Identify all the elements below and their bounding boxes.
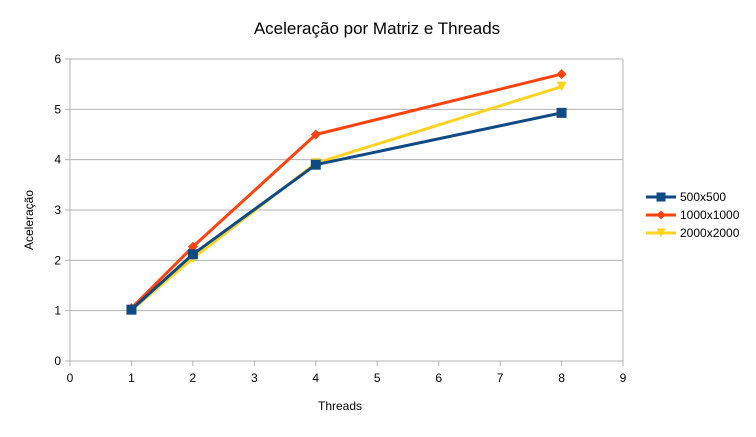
x-tick-label: 4: [312, 371, 319, 385]
x-tick-label: 1: [128, 371, 135, 385]
data-point-500x500: [126, 304, 137, 315]
data-point-1000x1000: [187, 241, 198, 252]
x-tick-label: 0: [67, 371, 74, 385]
chart-title: Aceleração por Matriz e Threads: [254, 19, 500, 38]
y-tick-label: 2: [54, 253, 61, 267]
x-tick-label: 9: [620, 371, 627, 385]
legend-entry-1000x1000: 1000x1000: [646, 208, 740, 222]
x-tick-label: 7: [497, 371, 504, 385]
y-tick-label: 0: [54, 354, 61, 368]
legend-marker: [656, 210, 666, 220]
data-point-1000x1000: [310, 129, 321, 140]
legend-label: 2000x2000: [680, 226, 740, 240]
data-point-2000x2000: [556, 81, 567, 92]
axes: 0 1 2 3 4 5 6 0 1 2 3 4 5 6 7 8 9: [54, 52, 626, 385]
x-tick-label: 3: [251, 371, 258, 385]
x-tick-label: 6: [435, 371, 442, 385]
x-tick-label: 5: [374, 371, 381, 385]
legend: 500x500 1000x1000 2000x2000: [646, 190, 740, 240]
series-2000x2000: [126, 81, 567, 316]
legend-entry-2000x2000: 2000x2000: [646, 226, 740, 240]
data-point-500x500: [556, 107, 567, 118]
series-layer: [126, 69, 567, 316]
data-point-500x500: [310, 159, 321, 170]
series-line-500x500: [130, 111, 562, 311]
y-tick-label: 4: [54, 153, 61, 167]
y-tick-label: 3: [54, 203, 61, 217]
y-tick-label: 5: [54, 102, 61, 116]
legend-entry-500x500: 500x500: [646, 190, 726, 204]
y-axis-label: Aceleração: [22, 190, 36, 250]
x-axis-label: Threads: [318, 399, 362, 413]
y-tick-label: 1: [54, 304, 61, 318]
x-tick-label: 8: [558, 371, 565, 385]
series-500x500: [126, 107, 567, 315]
series-line-2000x2000: [130, 85, 563, 312]
x-tick-label: 2: [190, 371, 197, 385]
legend-marker: [656, 228, 666, 238]
data-point-1000x1000: [556, 69, 567, 80]
grid-lines: [70, 58, 624, 361]
legend-marker: [656, 192, 666, 202]
y-tick-label: 6: [54, 52, 61, 66]
legend-label: 500x500: [680, 190, 726, 204]
legend-label: 1000x1000: [680, 208, 740, 222]
series-line-1000x1000: [130, 72, 562, 310]
data-point-500x500: [187, 249, 198, 260]
